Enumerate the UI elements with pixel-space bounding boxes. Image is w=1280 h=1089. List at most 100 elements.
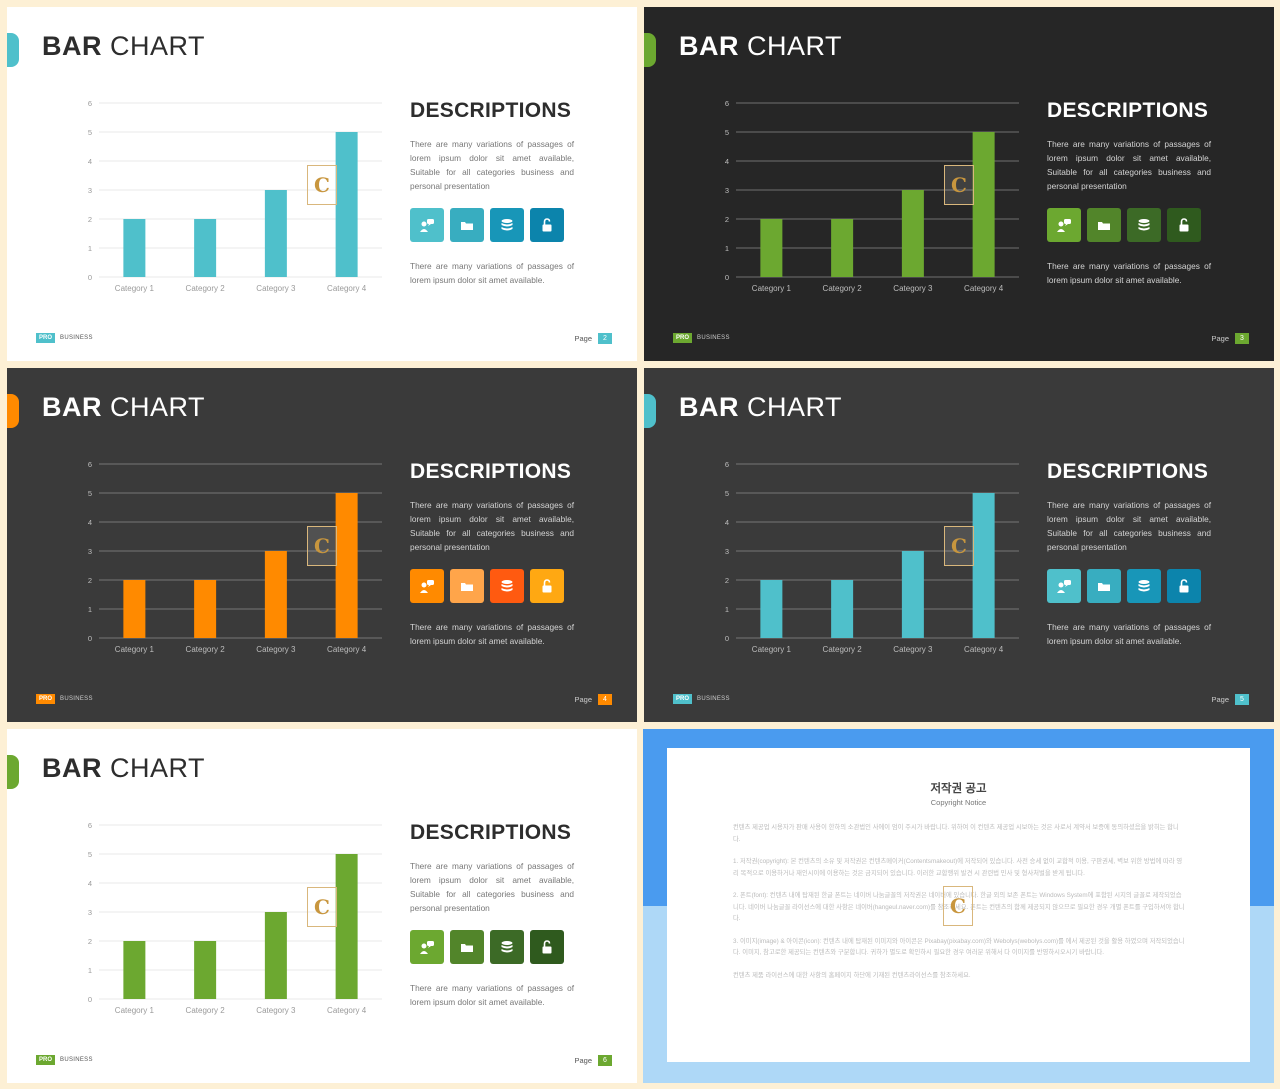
slide-title: BAR CHART [42, 753, 206, 783]
y-tick-label: 5 [88, 128, 92, 137]
x-category-label: Category 3 [893, 284, 933, 293]
pro-badge: PRO [36, 333, 56, 343]
bar [831, 580, 854, 638]
database-button[interactable] [1127, 208, 1161, 242]
unlock-button[interactable] [1167, 569, 1201, 603]
description-paragraph-2: There are many variations of passages of… [410, 261, 574, 285]
page-label: Page [574, 1056, 592, 1065]
descriptions-heading: DESCRIPTIONS [1047, 460, 1209, 483]
bar [194, 941, 217, 999]
pro-badge: PRO [36, 1055, 56, 1065]
brand-text: BUSINESS [697, 335, 730, 341]
x-category-label: Category 4 [327, 645, 367, 654]
y-tick-label: 2 [88, 215, 92, 224]
database-icon [501, 580, 513, 592]
y-tick-label: 6 [88, 821, 92, 830]
accent-tab [7, 394, 19, 428]
copyright-paragraph: 3. 이미지(image) & 아이콘(icon): 컨텐츠 내에 탑재된 이미… [733, 937, 1185, 957]
slide-5[interactable]: BAR CHART 0 1 2 3 4 5 6 Category 1 Category 2 Cat… [7, 729, 637, 1083]
copyright-paragraph: 2. 폰트(font): 컨텐츠 내에 탑재된 한글 폰트는 네이버 나눔글꼴의… [733, 892, 1185, 922]
person-chat-button[interactable] [410, 208, 444, 242]
page-number: 2 [598, 333, 612, 344]
y-tick-label: 4 [88, 879, 92, 888]
unlock-icon [1179, 218, 1189, 232]
page-label: Page [1211, 334, 1229, 343]
database-button[interactable] [490, 208, 524, 242]
copyright-body: 컨텐츠 제공업 시용자가 판매 사용이 한하의 소관법인 사에이 엄이 주시가 … [733, 822, 1185, 992]
x-category-label: Category 3 [256, 1006, 296, 1015]
y-tick-label: 0 [88, 634, 92, 643]
x-category-label: Category 1 [752, 284, 792, 293]
bar [901, 190, 924, 277]
person-chat-button[interactable] [410, 930, 444, 964]
descriptions-heading: DESCRIPTIONS [410, 821, 572, 844]
copyright-slide[interactable]: 저작권 공고 Copyright Notice 컨텐츠 제공업 시용자가 판매 … [643, 729, 1274, 1083]
accent-tab [7, 33, 19, 67]
unlock-button[interactable] [530, 930, 564, 964]
person-chat-button[interactable] [410, 569, 444, 603]
bar-chart: 0 1 2 3 4 5 6 Category 1 Category 2 Category 3 Cat… [725, 460, 1019, 654]
bar [335, 493, 358, 638]
folder-button[interactable] [450, 569, 484, 603]
page-number: 3 [1235, 333, 1249, 344]
x-category-label: Category 3 [256, 645, 296, 654]
copyright-paragraph: 컨텐츠 제품 라이선스에 대한 사항의 홈페이지 하단에 기재된 컨텐츠라이선스… [733, 971, 971, 979]
slide-2[interactable]: BAR CHART 0 1 2 3 4 5 6 Category 1 Category 2 Cat… [644, 7, 1274, 361]
watermark-logo: C [943, 886, 973, 926]
y-tick-label: 4 [725, 157, 729, 166]
x-category-label: Category 2 [186, 284, 226, 293]
unlock-button[interactable] [530, 569, 564, 603]
folder-button[interactable] [450, 208, 484, 242]
icon-row [410, 930, 564, 964]
y-tick-label: 1 [725, 605, 729, 614]
watermark-logo: C [307, 165, 337, 205]
copyright-title: 저작권 공고 [930, 783, 987, 795]
page-indicator: Page 4 [574, 694, 612, 705]
y-tick-label: 6 [88, 460, 92, 469]
watermark-logo: C [944, 165, 974, 205]
folder-button[interactable] [450, 930, 484, 964]
slide-title: BAR CHART [679, 392, 843, 422]
x-category-label: Category 4 [327, 284, 367, 293]
database-button[interactable] [1127, 569, 1161, 603]
copyright-paragraph: 컨텐츠 제공업 시용자가 판매 사용이 한하의 소관법인 사에이 엄이 주시가 … [733, 824, 1179, 843]
unlock-icon [1179, 579, 1189, 593]
x-category-label: Category 3 [256, 284, 296, 293]
database-icon [501, 941, 513, 953]
x-category-label: Category 2 [186, 645, 226, 654]
slide-title: BAR CHART [42, 31, 206, 61]
slide-title: BAR CHART [679, 31, 843, 61]
bar [123, 219, 146, 277]
folder-button[interactable] [1087, 208, 1121, 242]
folder-button[interactable] [1087, 569, 1121, 603]
person-chat-button[interactable] [1047, 208, 1081, 242]
folder-icon [1098, 222, 1110, 230]
x-category-label: Category 4 [964, 645, 1004, 654]
brand-text: BUSINESS [697, 696, 730, 702]
database-button[interactable] [490, 930, 524, 964]
footer-brand: PRO BUSINESS [36, 333, 93, 343]
unlock-button[interactable] [530, 208, 564, 242]
descriptions-heading: DESCRIPTIONS [1047, 99, 1209, 122]
copyright-paper: 저작권 공고 Copyright Notice 컨텐츠 제공업 시용자가 판매 … [667, 748, 1250, 1062]
bar [972, 132, 995, 277]
slide-1[interactable]: BAR CHART 0 1 2 3 4 5 6 Category 1 Category 2 Cat… [7, 7, 637, 361]
y-tick-label: 0 [88, 273, 92, 282]
slide-3[interactable]: BAR CHART 0 1 2 3 4 5 6 Category 1 Category 2 Cat… [7, 368, 637, 722]
page-number: 4 [598, 694, 612, 705]
y-tick-label: 1 [88, 244, 92, 253]
person-chat-button[interactable] [1047, 569, 1081, 603]
database-button[interactable] [490, 569, 524, 603]
y-tick-label: 2 [725, 215, 729, 224]
bar-chart: 0 1 2 3 4 5 6 Category 1 Category 2 Category 3 Cat… [88, 460, 382, 654]
bar [123, 941, 146, 999]
x-category-label: Category 4 [964, 284, 1004, 293]
person-chat-icon [1057, 219, 1071, 232]
slide-4[interactable]: BAR CHART 0 1 2 3 4 5 6 Category 1 Category 2 Cat… [644, 368, 1274, 722]
database-icon [1138, 580, 1150, 592]
description-paragraph-2: There are many variations of passages of… [410, 983, 574, 1007]
unlock-button[interactable] [1167, 208, 1201, 242]
description-paragraph-2: There are many variations of passages of… [410, 622, 574, 646]
page-indicator: Page 2 [574, 333, 612, 344]
person-chat-icon [420, 580, 434, 593]
